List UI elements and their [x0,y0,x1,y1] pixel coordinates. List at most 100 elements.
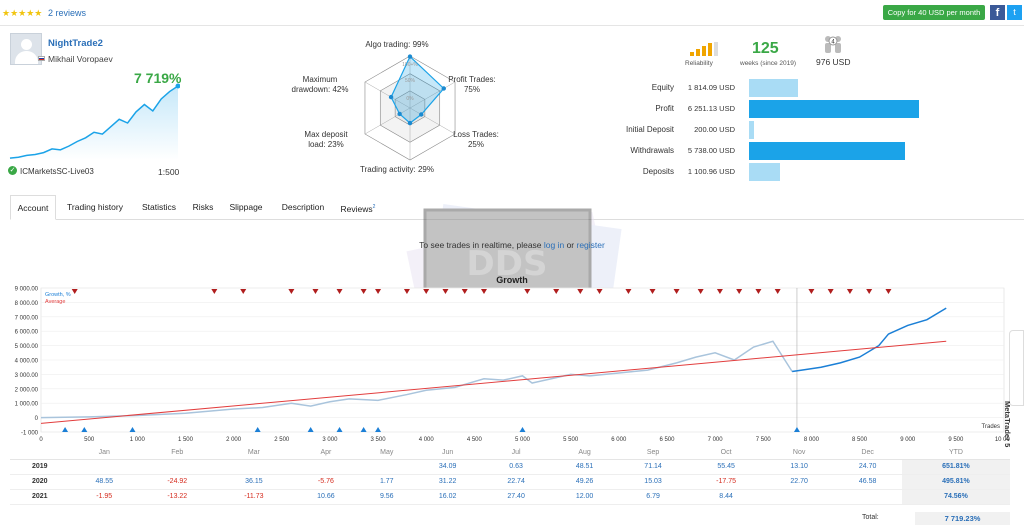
fin-bar [749,142,906,160]
withdrawal-marker [716,289,723,294]
withdrawal-marker [596,289,603,294]
x-tick-label: 500 [84,437,95,443]
metatrader5-side-tab[interactable]: MetaTrader 5 [1003,330,1024,447]
month-value: 48.55 [70,474,139,490]
y-tick-label: 5 000.00 [15,344,39,350]
radar-label-algo: Algo trading: 99% [365,40,429,49]
radar-label-drawdown: Maximum drawdown: 42% [291,75,349,94]
withdrawal-marker [288,289,295,294]
tab-slippage[interactable]: Slippage [229,202,263,212]
x-tick-label: 5 500 [563,437,579,443]
y-tick-label: 3 000.00 [15,373,39,379]
deposit-marker [519,427,526,432]
month-value: 46.58 [833,474,902,490]
total-label: Total: [862,514,879,521]
tab-risks[interactable]: Risks [192,202,214,212]
withdrawal-marker [625,289,632,294]
weeks-label: weeks (since 2019) [740,60,796,67]
y-tick-label: 0 [35,416,39,422]
sparkline-end-point [175,83,180,89]
growth-line-live [792,307,947,373]
deposit-marker [793,427,800,432]
deposit-marker [254,427,261,432]
withdrawal-marker [211,289,218,294]
month-value: 8.44 [687,489,765,505]
fin-label: Initial Deposit [625,125,674,134]
y-tick-label: 2 000.00 [15,387,39,393]
tab-description[interactable]: Description [281,202,325,212]
month-value: 16.02 [413,489,482,505]
withdrawal-marker [240,289,247,294]
withdrawal-marker [577,289,584,294]
fin-bar [749,100,919,118]
year-cell: 2020 [10,474,70,490]
month-value: 24.70 [833,459,902,475]
withdrawal-marker [312,289,319,294]
x-tick-label: 7 000 [708,437,724,443]
x-tick-label: 1 000 [130,437,146,443]
fin-value: 200.00 USD [694,125,735,134]
month-value [764,489,834,505]
withdrawal-marker [774,289,781,294]
legend-growth: Growth, % [45,292,71,298]
login-message: To see trades in realtime, please log in… [419,240,605,250]
radar-label-loss: Loss Trades: 25% [453,130,499,149]
tab-statistics[interactable]: Statistics [141,202,176,212]
leverage: 1:500 [158,167,180,177]
author-name: Mikhail Voropaev [48,54,113,64]
deposit-marker [336,427,343,432]
month-value: 36.15 [216,474,292,490]
deposit-marker [360,427,367,432]
month-value [216,459,292,475]
x-tick-label: 8 500 [852,437,868,443]
y-tick-label: 8 000.00 [15,301,39,307]
withdrawal-marker [360,289,367,294]
month-header: Dec [833,447,902,460]
month-value: 6.79 [618,489,688,505]
month-header: Oct [687,447,765,460]
tab-trading-history[interactable]: Trading history [67,202,123,212]
monthly-returns-table: Jan Feb Mar Apr May Jun Jul Aug Sep Oct Nov Dec YTD … [10,447,1010,505]
avatar[interactable] [10,33,42,65]
average-line [40,340,947,424]
x-tick-label: 6 500 [659,437,675,443]
login-link[interactable]: log in [543,240,565,250]
month-value: 31.22 [413,474,482,490]
month-header: Feb [138,447,217,460]
radar-point [407,120,413,126]
deposit-marker [129,427,136,432]
russia-flag-icon [38,56,45,61]
register-link[interactable]: register [576,240,605,250]
total-value: 7 719.23% [915,512,1010,525]
table-row: 2020 48.55 -24.92 36.15 -5.76 1.77 31.22 22.74 4… [10,474,1010,490]
fin-value: 1 814.09 USD [687,83,735,92]
radar-ring-label: 100+% [402,62,418,68]
withdrawal-marker [375,289,382,294]
month-value: -5.76 [291,474,361,490]
month-value: -17.75 [687,474,765,490]
withdrawal-marker [827,289,834,294]
copy-subscription-button[interactable]: Copy for 40 USD per month [883,5,985,20]
radar-label-activity: Trading activity: 29% [360,165,434,174]
twitter-icon[interactable]: t [1007,5,1022,20]
month-value [70,459,139,475]
month-value: -11.73 [216,489,292,505]
radar-point [388,94,394,100]
check-icon: ✓ [8,166,17,175]
reviews-link[interactable]: 2 reviews [48,8,87,18]
tab-account[interactable]: Account [10,195,56,220]
month-value: 1.77 [360,474,414,490]
subscribers-icon: 4 [825,36,841,53]
facebook-icon[interactable]: f [990,5,1005,20]
server-name: ICMarketsSC-Live03 [20,167,94,176]
fin-bar [749,121,755,139]
chart-title: Growth [496,275,528,285]
tab-reviews[interactable]: Reviews2 [340,203,376,214]
ytd-cell: 651.81% [901,459,1010,475]
radar-axis [364,107,411,135]
x-tick-label: 2 000 [226,437,242,443]
withdrawal-marker [461,289,468,294]
signal-nickname[interactable]: NightTrade2 [48,38,103,49]
withdrawal-marker [423,289,430,294]
month-value: -24.92 [138,474,217,490]
